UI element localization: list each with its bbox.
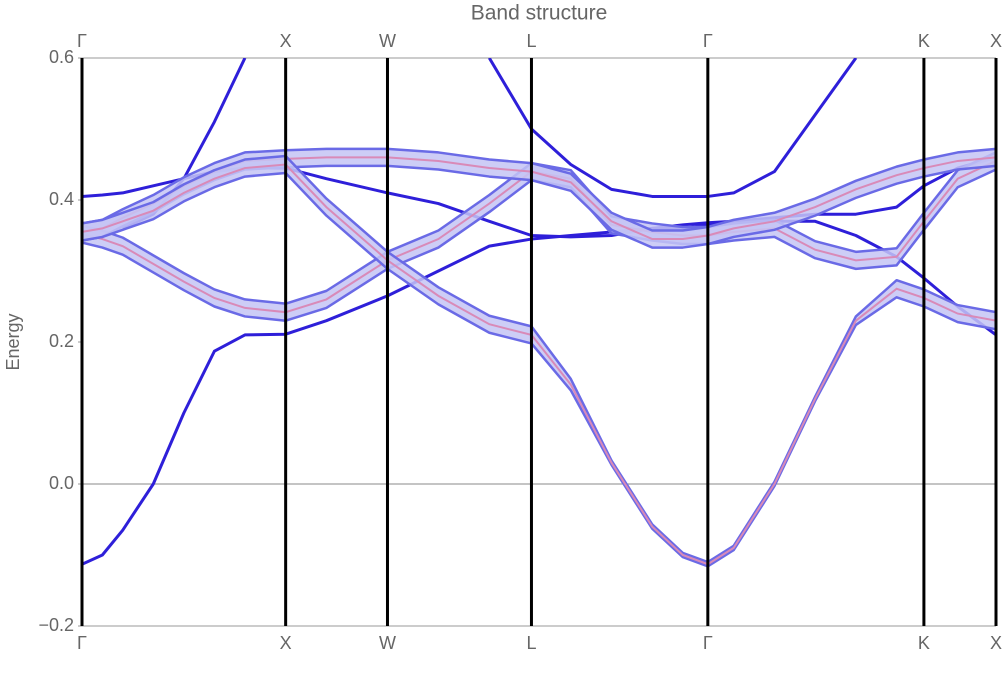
error-band-edge	[82, 151, 996, 305]
x-tick-label: Γ	[77, 633, 87, 653]
error-band-edge	[82, 147, 996, 232]
y-tick-label: 0.0	[49, 473, 74, 493]
x-tick-label-top: W	[379, 31, 396, 51]
x-tick-label-top: X	[990, 31, 1002, 51]
x-tick-label: Γ	[703, 633, 713, 653]
error-band-edge	[82, 154, 996, 564]
x-tick-label: K	[918, 633, 930, 653]
y-axis-label: Energy	[3, 313, 23, 370]
y-tick-label: 0.4	[49, 189, 74, 209]
x-tick-label-top: X	[280, 31, 292, 51]
x-tick-label: X	[990, 633, 1002, 653]
y-tick-label: −0.2	[38, 615, 74, 635]
chart-title: Band structure	[471, 2, 608, 25]
band-center-line	[82, 163, 996, 566]
y-tick-label: 0.2	[49, 331, 74, 351]
error-band-edge	[82, 171, 996, 568]
x-tick-label-top: L	[526, 31, 536, 51]
y-tick-label: 0.6	[49, 47, 74, 67]
error-band	[82, 155, 996, 567]
x-tick-label: L	[526, 633, 536, 653]
band-line	[82, 155, 996, 566]
x-tick-label: X	[280, 633, 292, 653]
x-tick-label-top: K	[918, 31, 930, 51]
x-tick-label-top: Γ	[703, 31, 713, 51]
x-tick-label: W	[379, 633, 396, 653]
x-tick-label-top: Γ	[77, 31, 87, 51]
